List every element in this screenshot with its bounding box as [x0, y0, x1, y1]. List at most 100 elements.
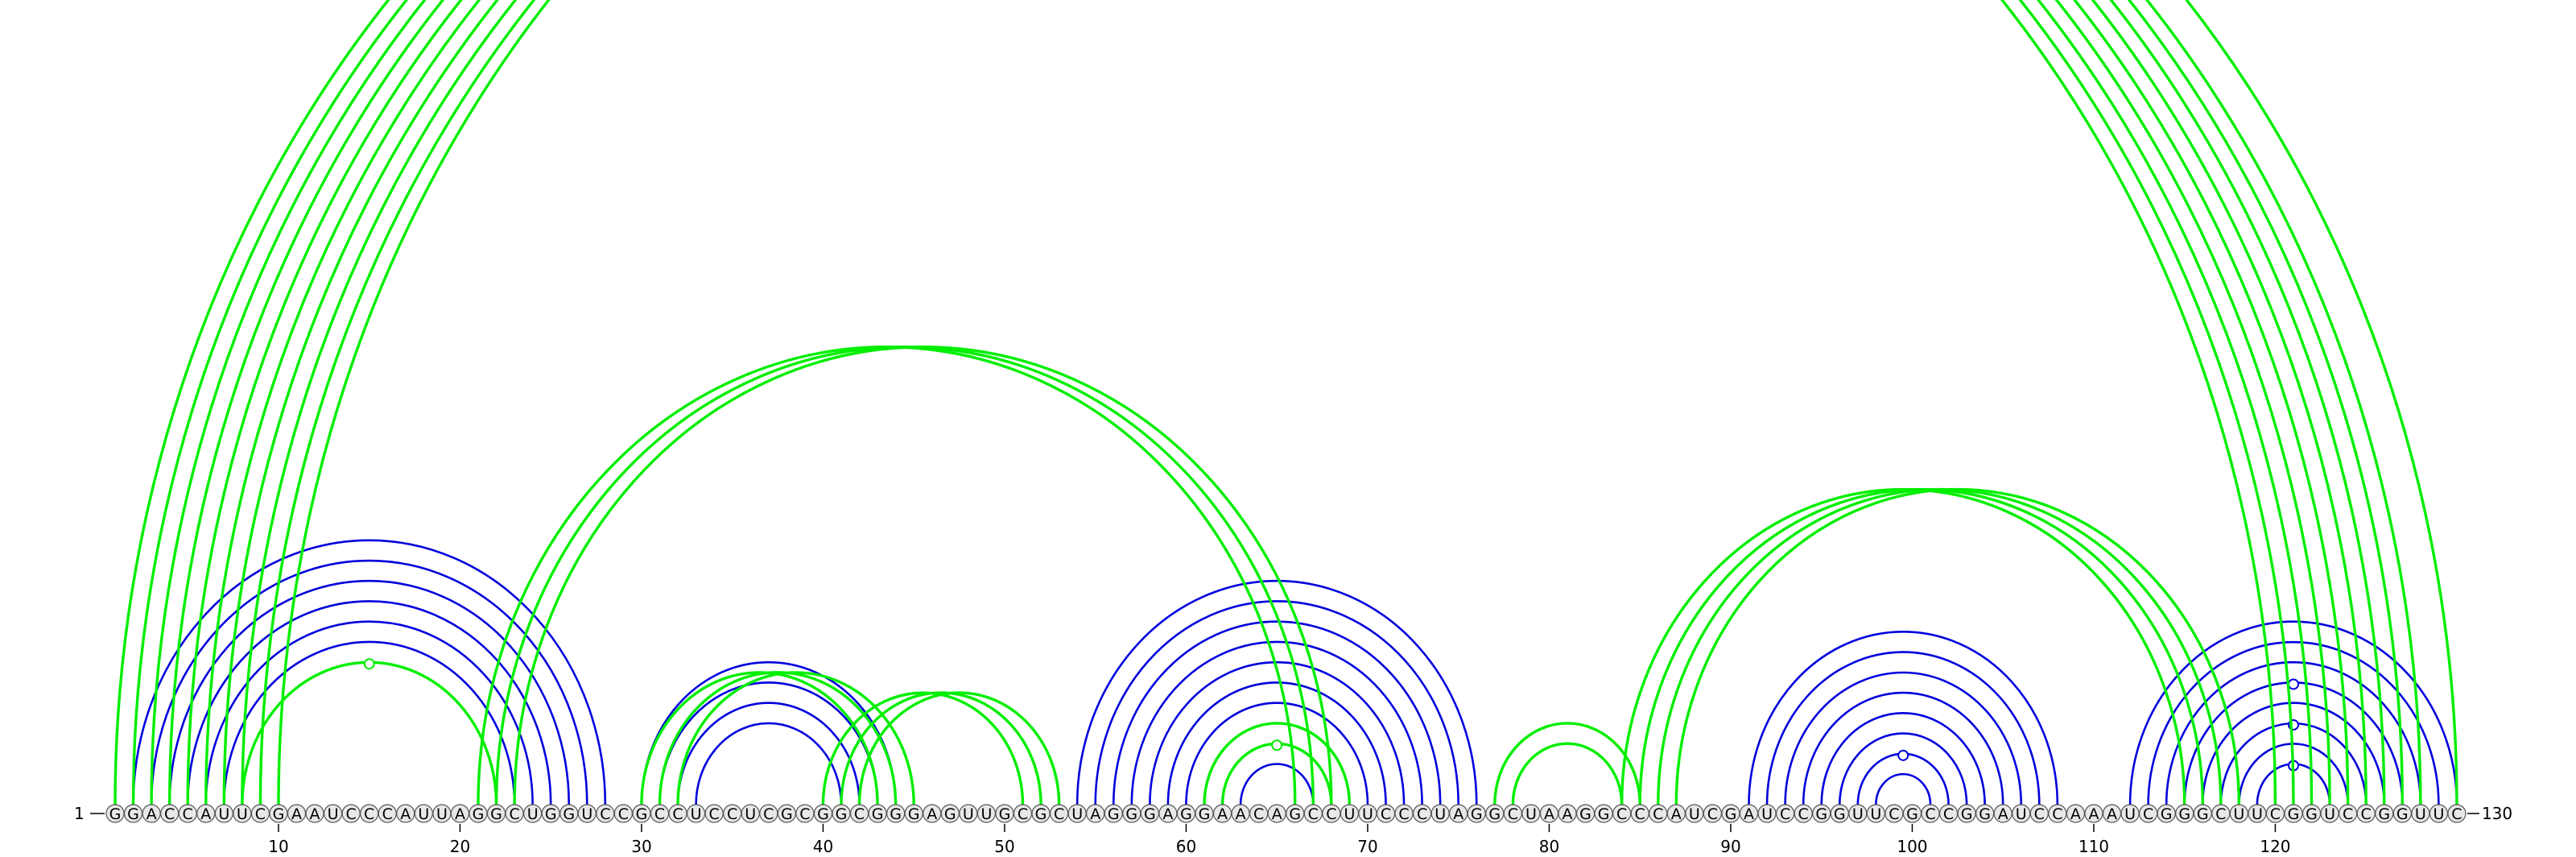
nucleotide: U [324, 804, 343, 823]
blue-base-pair-arc [1166, 681, 1387, 805]
nucleotide: G [1957, 804, 1976, 823]
nucleotide: C [1394, 804, 1414, 823]
nucleotide-letter: C [854, 805, 865, 823]
green-base-pair-arc [150, 0, 2314, 805]
nucleotide-letter: C [799, 805, 810, 823]
nucleotide-letter: C [672, 805, 683, 823]
nucleotide: G [904, 804, 923, 823]
nucleotide: C [1938, 804, 1959, 823]
nucleotide: C [1249, 804, 1269, 823]
nucleotide-letter: C [2143, 805, 2153, 823]
blue-base-pair-arc [1149, 660, 1406, 805]
nucleotide-letter: A [455, 805, 465, 823]
nucleotide: G [1031, 804, 1051, 823]
nucleotide-letter: U [218, 805, 229, 823]
nucleotide-letter: C [1326, 805, 1336, 823]
nucleotide: C [613, 804, 634, 823]
nucleotide-letter: C [1635, 805, 1645, 823]
tick-label: 60 [1176, 837, 1196, 856]
nucleotide-letter: A [1217, 805, 1228, 823]
nucleotide-letter: G [2197, 805, 2209, 823]
nucleotide: C [704, 804, 724, 823]
green-base-pair-arc [857, 691, 1061, 805]
nucleotide: A [396, 804, 415, 823]
nucleotide-letter: G [2288, 805, 2300, 823]
tick-label: 40 [813, 837, 833, 856]
nucleotide-letter: A [927, 805, 937, 823]
nucleotide-letter: A [1236, 805, 1246, 823]
nucleotide: C [849, 804, 869, 823]
nucleotide-letter: U [527, 805, 539, 823]
nucleotide: U [2429, 804, 2448, 823]
nucleotide: U [2012, 804, 2031, 823]
blue-base-pair-arc [1820, 712, 1986, 805]
nucleotide-letter: G [781, 805, 793, 823]
nucleotide-letter: C [346, 805, 357, 823]
nucleotide: U [523, 804, 543, 823]
arc-apex-marker [1271, 739, 1283, 751]
nucleotide: G [632, 804, 651, 823]
nucleotide: G [1902, 804, 1922, 823]
nucleotide-letter: C [1308, 805, 1319, 823]
nucleotide-letter: G [473, 805, 485, 823]
nucleotide: C [505, 804, 524, 823]
nucleotide: G [1467, 804, 1486, 823]
nucleotide: G [2392, 804, 2412, 823]
green-base-pair-arc [131, 0, 2295, 805]
nucleotide: G [1122, 804, 1141, 823]
nucleotide-letter: C [509, 805, 519, 823]
nucleotide-letter: U [418, 805, 429, 823]
nucleotide-letter: G [1035, 805, 1047, 823]
nucleotide-letter: G [1144, 805, 1156, 823]
nucleotide: G [2301, 804, 2322, 823]
nucleotide: U [2320, 804, 2339, 823]
nucleotide-letter: U [963, 805, 974, 823]
nucleotide: A [1449, 804, 1468, 823]
nucleotide-letter: C [382, 805, 393, 823]
blue-base-pair-arc [132, 539, 607, 805]
nucleotide: G [1594, 804, 1613, 823]
nucleotide-letter: C [1616, 805, 1627, 823]
nucleotide: A [450, 804, 470, 823]
nucleotide-letter: C [2343, 805, 2353, 823]
nucleotide: G [1721, 804, 1740, 823]
nucleotide: G [813, 804, 833, 823]
nucleotide: C [2048, 804, 2067, 823]
green-base-pair-arc [494, 346, 1315, 805]
nucleotide: U [1430, 804, 1450, 823]
nucleotide-letter: G [1979, 805, 1991, 823]
nucleotide-letter: U [2324, 805, 2335, 823]
nucleotide-letter: G [1199, 805, 1211, 823]
nucleotide: A [1993, 804, 2013, 823]
nucleotide: C [2211, 804, 2231, 823]
nucleotide: U [1848, 804, 1868, 823]
blue-base-pair-arc [1221, 743, 1333, 805]
nucleotide: G [269, 804, 288, 823]
nucleotide-letter: G [1725, 805, 1737, 823]
green-base-pair-arc [840, 691, 1042, 805]
blue-base-pair-arc [2147, 640, 2440, 805]
nucleotide-letter: U [2252, 805, 2263, 823]
nucleotide-letter: A [1671, 805, 1682, 823]
nucleotide-letter: C [2215, 805, 2226, 823]
nucleotide-letter: C [1253, 805, 1264, 823]
blue-base-pair-arc [695, 722, 843, 805]
nucleotide-letter: U [1689, 805, 1700, 823]
nucleotide: C [1322, 804, 1341, 823]
green-arc-group [114, 0, 2458, 805]
nucleotide: C [1013, 804, 1033, 823]
nucleotide-letter: C [1925, 805, 1935, 823]
nucleotide-letter: G [890, 805, 902, 823]
nucleotide-letter: G [817, 805, 829, 823]
nucleotide: U [2411, 804, 2430, 823]
nucleotide-letter: G [1815, 805, 1827, 823]
nucleotide: C [2356, 804, 2376, 823]
nucleotide: U [976, 804, 997, 823]
arc-apex-marker [1897, 749, 1909, 761]
end-position-label: 130 [2482, 804, 2512, 823]
nucleotide-letter: C [1707, 805, 1718, 823]
nucleotide-letter: A [1162, 805, 1173, 823]
nucleotide-letter: G [2161, 805, 2173, 823]
nucleotide-letter: G [563, 805, 575, 823]
